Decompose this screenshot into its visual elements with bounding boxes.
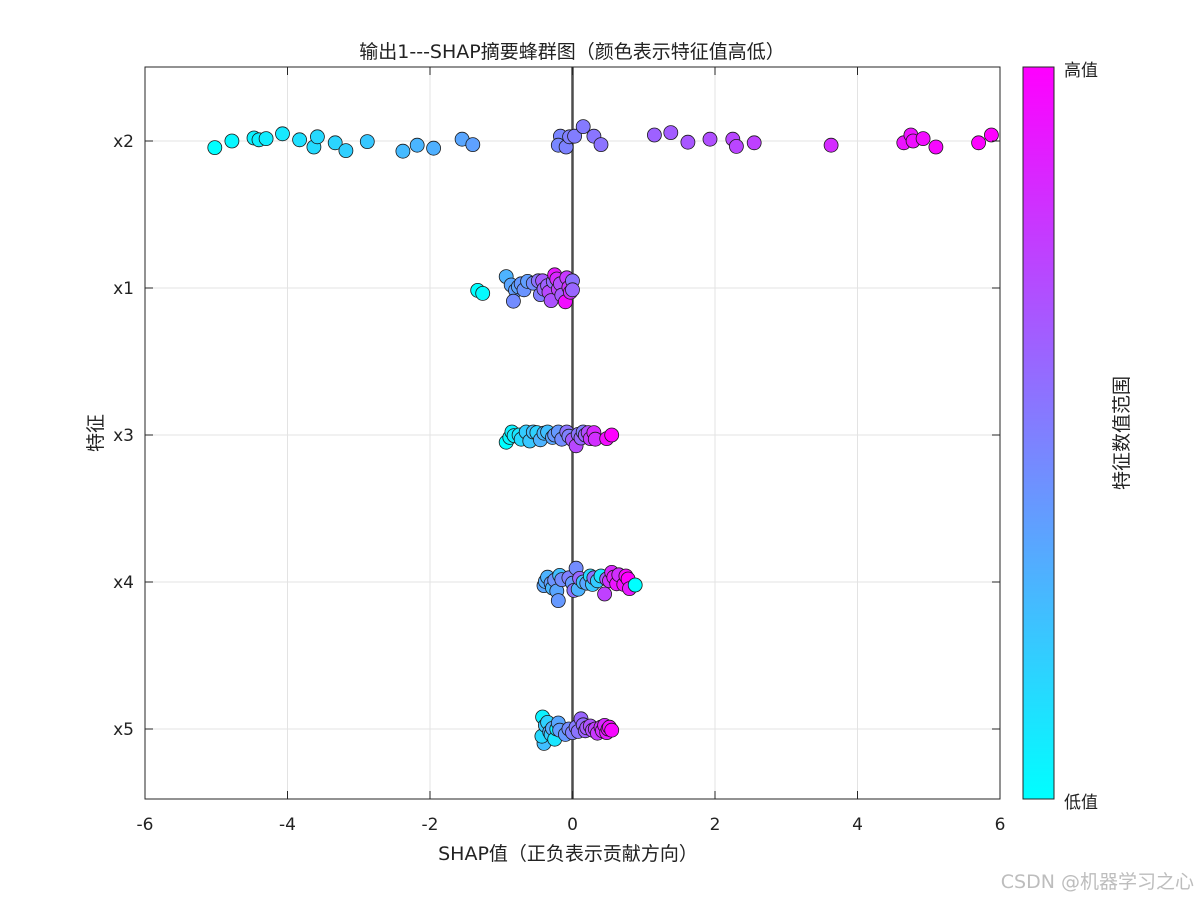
data-point-x2 <box>702 131 718 147</box>
x-tick-label: 4 <box>852 815 863 835</box>
colorbar-high-label: 高值 <box>1064 61 1098 81</box>
x-axis-label: SHAP值（正负表示贡献方向） <box>438 843 698 865</box>
y-tick-label-x5: x5 <box>113 720 134 740</box>
data-point-x2 <box>409 137 425 153</box>
data-point-x4 <box>550 593 566 608</box>
data-point-x2 <box>207 140 223 156</box>
data-point-x2 <box>746 135 762 151</box>
x-tick-label: 2 <box>710 815 721 835</box>
data-point-x2 <box>395 143 411 159</box>
watermark: CSDN @机器学习之心 <box>1001 871 1194 893</box>
data-point-x1 <box>475 285 491 301</box>
data-points <box>207 119 999 751</box>
data-point-x3 <box>604 427 620 443</box>
data-point-x4 <box>627 577 643 593</box>
data-point-x2 <box>823 137 839 153</box>
data-point-x2 <box>465 137 481 153</box>
data-point-x1 <box>506 293 521 309</box>
x-tick-label: -6 <box>137 815 154 835</box>
x-tick-label: 6 <box>995 815 1006 835</box>
y-tick-label-x2: x2 <box>113 132 134 152</box>
y-axis-label: 特征 <box>85 414 107 452</box>
data-point-x2 <box>928 139 944 155</box>
data-point-x2 <box>258 131 274 147</box>
data-point-x1 <box>565 282 580 298</box>
data-point-x2 <box>971 135 986 151</box>
x-tick-label: -4 <box>279 815 296 835</box>
data-point-x2 <box>567 128 582 144</box>
y-tick-label-x4: x4 <box>113 573 134 593</box>
x-tick-label: 0 <box>567 815 578 835</box>
colorbar <box>1022 66 1055 800</box>
data-point-x2 <box>224 133 240 149</box>
data-point-x2 <box>915 131 931 147</box>
colorbar-low-label: 低值 <box>1064 793 1098 813</box>
x-tick-label: -2 <box>422 815 439 835</box>
colorbar-title: 特征数值范围 <box>1111 376 1133 490</box>
y-tick-label-x1: x1 <box>113 279 134 299</box>
data-point-x2 <box>663 125 679 141</box>
y-tick-label-x3: x3 <box>113 426 134 446</box>
data-point-x2 <box>647 127 662 143</box>
data-point-x2 <box>309 129 325 145</box>
data-point-x2 <box>984 127 999 143</box>
data-point-x2 <box>275 126 290 142</box>
x-axis-ticks: -6 -4 -2 0 2 4 6 <box>137 67 1006 835</box>
data-point-x2 <box>359 134 375 150</box>
data-point-x2 <box>292 132 308 148</box>
data-point-x2 <box>575 119 591 134</box>
data-point-x2 <box>593 137 609 153</box>
data-point-x2 <box>729 138 744 154</box>
data-point-x2 <box>426 140 442 156</box>
chart-title: 输出1---SHAP摘要蜂群图（颜色表示特征值高低） <box>359 41 784 63</box>
data-point-x2 <box>338 143 354 159</box>
data-point-x5 <box>604 722 620 738</box>
data-point-x4 <box>597 586 612 602</box>
data-point-x2 <box>680 134 696 150</box>
data-point-x2 <box>327 135 343 151</box>
y-axis-ticks: x2 x1 x3 x4 x5 <box>113 132 1000 740</box>
